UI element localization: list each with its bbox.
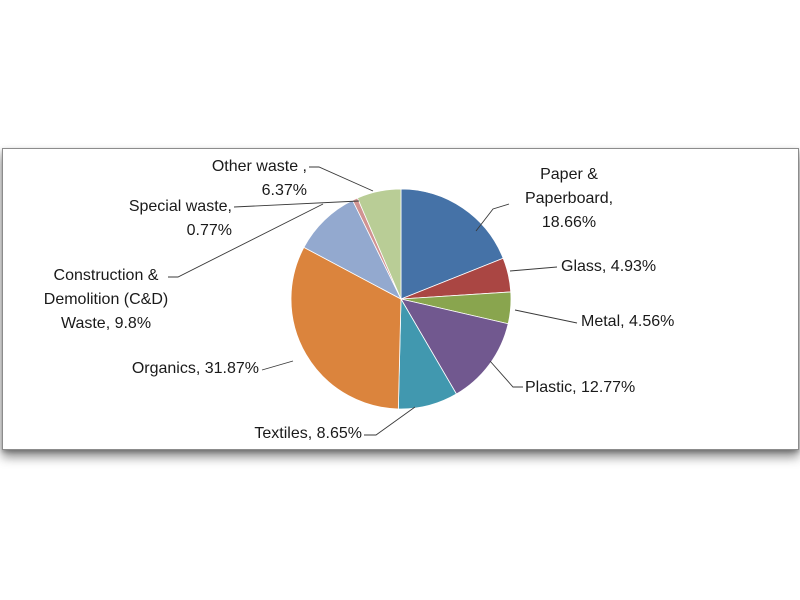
leader-line — [475, 203, 510, 232]
pie-slice-paper-paperboard — [400, 188, 504, 300]
leader-line — [233, 200, 360, 208]
data-label-line: 18.66% — [542, 214, 596, 231]
data-label: Textiles, 8.65% — [254, 425, 362, 442]
data-label-line: Glass, 4.93% — [561, 258, 656, 275]
data-label-line: Organics, 31.87% — [132, 360, 259, 377]
pie-slice-plastic — [400, 298, 509, 395]
data-label-line: Demolition (C&D) — [44, 291, 168, 308]
data-label: Paper & Paperboard, 18.66% — [525, 166, 613, 231]
pie-slice-organics — [290, 246, 402, 410]
data-label: Metal, 4.56% — [581, 313, 674, 330]
leader-line — [509, 266, 558, 272]
data-label-line: Metal, 4.56% — [581, 313, 674, 330]
data-label: Construction & Demolition (C&D) Waste, 9.8… — [44, 267, 168, 332]
leader-line — [261, 360, 294, 371]
data-label-line: Plastic, 12.77% — [525, 379, 635, 396]
leader-line — [514, 309, 578, 324]
pie-slice-other-waste — [356, 188, 402, 300]
data-label-line: 0.77% — [187, 222, 232, 239]
chart-frame: Paper & Paperboard, 18.66% Glass, 4.93% Meta… — [2, 148, 799, 450]
leader-line — [309, 166, 374, 192]
data-label: Glass, 4.93% — [561, 258, 656, 275]
data-label-line: Paperboard, — [525, 190, 613, 207]
leader-lines — [168, 166, 578, 436]
leader-line — [489, 360, 523, 388]
data-labels: Paper & Paperboard, 18.66% Glass, 4.93% Meta… — [44, 158, 675, 442]
data-label-line: Waste, 9.8% — [61, 315, 151, 332]
data-label: Other waste , 6.37% — [212, 158, 307, 199]
data-label-line: Construction & — [54, 267, 159, 284]
leader-line — [168, 203, 324, 278]
pie-chart: Paper & Paperboard, 18.66% Glass, 4.93% Meta… — [44, 158, 675, 442]
data-label-line: Textiles, 8.65% — [254, 425, 362, 442]
data-label: Organics, 31.87% — [132, 360, 259, 377]
data-label: Plastic, 12.77% — [525, 379, 635, 396]
pie-slices — [290, 188, 512, 410]
data-label-line: 6.37% — [262, 182, 307, 199]
leader-line — [364, 406, 416, 436]
data-label-line: Special waste, — [129, 198, 232, 215]
data-label-line: Other waste , — [212, 158, 307, 175]
data-label: Special waste, 0.77% — [129, 198, 232, 239]
data-label-line: Paper & — [540, 166, 598, 183]
